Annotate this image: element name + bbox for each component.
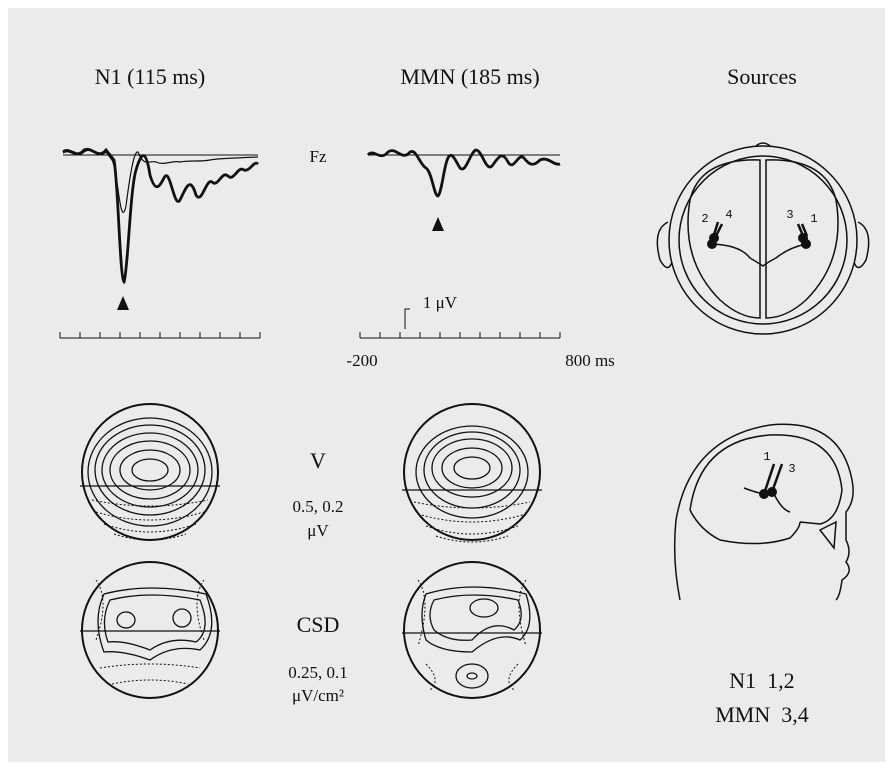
source-label: 4 [725, 208, 732, 222]
time-end: 800 ms [565, 351, 615, 370]
mmn-title: MMN (185 ms) [400, 64, 539, 89]
figure: N1 (115 ms) MMN (185 ms) Sources Fz 1 μV… [0, 0, 892, 771]
voltage-unit: μV [307, 521, 329, 540]
channel-label: Fz [310, 147, 327, 166]
amplitude-scale: 1 μV [423, 293, 458, 312]
csd-label: CSD [297, 612, 340, 637]
source-label: 3 [786, 208, 793, 222]
sources-legend: MMN 3,4 [715, 702, 809, 727]
source-label: 1 [810, 212, 817, 226]
source-label: 1 [763, 450, 770, 464]
voltage-steps: 0.5, 0.2 [293, 497, 344, 516]
time-start: -200 [346, 351, 377, 370]
voltage-label: V [310, 448, 326, 473]
sources-title: Sources [727, 64, 797, 89]
source-label: 2 [701, 212, 708, 226]
n1-title: N1 (115 ms) [95, 64, 205, 89]
source-label: 3 [788, 462, 795, 476]
csd-unit: μV/cm² [292, 686, 344, 705]
csd-steps: 0.25, 0.1 [288, 663, 348, 682]
sources-legend: N1 1,2 [729, 668, 794, 693]
